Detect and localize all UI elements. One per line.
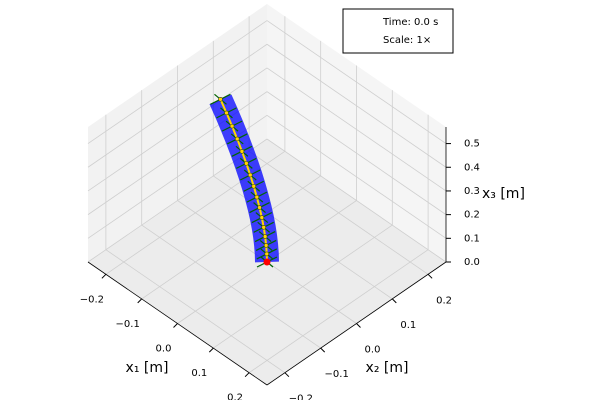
x-tick xyxy=(208,347,214,353)
y-tick xyxy=(391,298,397,304)
x-tick xyxy=(173,323,178,328)
y-tick xyxy=(427,273,433,279)
y-tick-label: 0.1 xyxy=(400,320,416,331)
grid-line xyxy=(266,67,447,192)
grid-line xyxy=(248,150,429,275)
x-tick xyxy=(101,273,107,279)
centerline-node xyxy=(254,194,260,200)
z-tick-label: 0.1 xyxy=(464,233,480,244)
y-tick-label: 0.0 xyxy=(365,345,381,356)
axis-line xyxy=(266,261,447,386)
centerline-node xyxy=(259,215,265,220)
grid-line xyxy=(266,114,447,239)
grid-line xyxy=(87,43,268,168)
x-tick-label: 0.0 xyxy=(156,344,172,355)
centerline-node xyxy=(229,123,235,129)
z-tick-label: 0.3 xyxy=(464,186,480,197)
y-tick-label: −0.1 xyxy=(325,369,349,380)
z-axis-label: x₃ [m] xyxy=(482,186,525,202)
centerline-node xyxy=(224,110,229,116)
centerline xyxy=(219,98,268,263)
centerline-node xyxy=(251,183,257,189)
y-tick-label: 0.2 xyxy=(436,295,452,306)
z-tick-label: 0.2 xyxy=(464,210,480,221)
x-tick-label: −0.2 xyxy=(80,294,104,305)
centerline-node xyxy=(262,234,268,239)
scale-label: Scale: 1× xyxy=(383,35,431,46)
grid-line xyxy=(87,20,268,144)
z-tick-label: 0.4 xyxy=(464,162,480,173)
z-tick-label: 0.5 xyxy=(464,139,480,150)
y-tick-label: −0.2 xyxy=(289,394,313,400)
centerline-node xyxy=(263,243,269,248)
grid-line xyxy=(266,138,447,263)
grid-line xyxy=(266,43,447,168)
x-axis-label: x₁ [m] xyxy=(126,360,169,376)
grid-line xyxy=(87,67,268,192)
centerline-node xyxy=(239,149,245,154)
y-tick xyxy=(356,323,361,328)
x-tick-label: −0.1 xyxy=(116,319,140,330)
grid-line xyxy=(266,20,447,144)
x-tick xyxy=(137,298,143,304)
centerline-node xyxy=(264,251,270,257)
z-tick-label: 0.0 xyxy=(464,257,480,268)
centerline-node xyxy=(244,161,249,166)
base-point xyxy=(263,258,271,266)
x-tick-label: 0.1 xyxy=(191,368,207,379)
y-axis-label: x₂ [m] xyxy=(366,360,409,376)
y-tick xyxy=(284,372,290,378)
centerline-node xyxy=(261,224,267,230)
grid-line xyxy=(141,224,321,349)
grid-line xyxy=(105,249,286,374)
y-tick xyxy=(320,347,326,353)
grid-line xyxy=(266,91,447,215)
centerline-node xyxy=(247,172,253,178)
grid-line xyxy=(213,175,393,300)
centerline-node xyxy=(234,136,240,142)
centerline-node xyxy=(257,205,262,210)
x-tick-label: 0.2 xyxy=(227,393,243,400)
time-label: Time: 0.0 s xyxy=(382,17,438,28)
centerline-node xyxy=(218,96,223,102)
x-tick xyxy=(244,372,250,378)
info-box xyxy=(342,8,454,54)
axis-line xyxy=(87,261,268,386)
